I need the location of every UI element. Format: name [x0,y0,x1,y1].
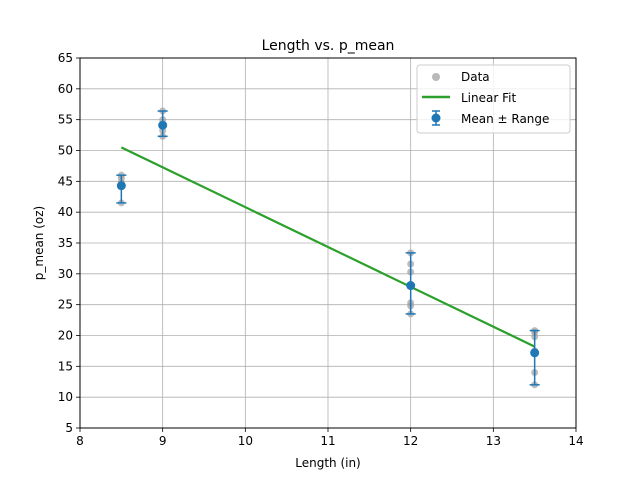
y-tick-label: 55 [58,113,73,127]
x-tick-label: 8 [76,434,84,448]
linear-fit-line [120,146,536,348]
y-tick-label: 65 [58,51,73,65]
y-tick-label: 15 [58,359,73,373]
y-tick-label: 25 [58,298,73,312]
legend-data-label: Data [461,70,490,84]
legend-box [416,64,571,134]
legend-data-marker [432,73,440,81]
y-tick-label: 45 [58,174,73,188]
legend-err-label: Mean ± Range [461,112,549,126]
x-tick-label: 9 [159,434,167,448]
x-axis: 8 9 10 11 12 13 14 [76,428,584,448]
y-tick-label: 50 [58,144,73,158]
mean-point [530,348,540,358]
y-tick-label: 5 [65,421,73,435]
y-tick-label: 40 [58,205,73,219]
x-tick-label: 10 [238,434,253,448]
x-tick-label: 12 [403,434,418,448]
legend: Data Linear Fit Mean ± Range [416,64,571,134]
chart-title: Length vs. p_mean [262,38,395,54]
y-tick-label: 35 [58,236,73,250]
legend-fit-label: Linear Fit [461,91,516,105]
legend-err-marker [431,113,441,123]
y-tick-label: 30 [58,267,73,281]
mean-point [158,120,168,130]
x-tick-label: 14 [568,434,583,448]
x-tick-label: 13 [486,434,501,448]
x-axis-label: Length (in) [295,456,361,470]
y-axis: 5 10 15 20 25 30 35 40 45 50 55 60 65 [58,51,80,435]
y-axis-label: p_mean (oz) [32,206,46,280]
mean-range-layer [116,110,540,386]
x-tick-label: 11 [320,434,335,448]
linear-fit-layer [120,146,536,348]
y-tick-label: 60 [58,82,73,96]
y-tick-label: 10 [58,390,73,404]
mean-point [406,281,416,291]
y-tick-label: 20 [58,329,73,343]
mean-point [116,181,126,191]
